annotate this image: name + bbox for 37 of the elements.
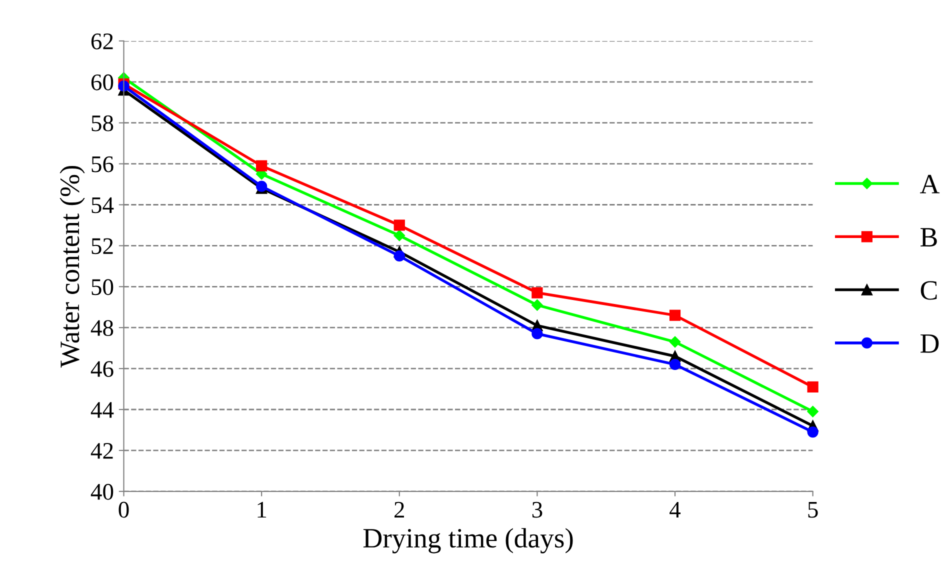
x-tick-label: 4 (670, 502, 681, 518)
point (807, 381, 818, 393)
point (669, 336, 681, 348)
y-tick-label: 42 (90, 443, 113, 459)
y-tick-label: 46 (90, 361, 114, 377)
point (394, 220, 405, 231)
legend-label: A (920, 174, 940, 194)
y-tick-label: 50 (92, 279, 114, 296)
y-tick-label: 40 (90, 484, 114, 500)
point (807, 406, 818, 418)
point (394, 250, 405, 262)
y-tick-label: 52 (92, 238, 113, 254)
y-tick-label: 48 (90, 320, 114, 336)
legend-label: B (920, 228, 937, 246)
x-axis-title: Drying time (days) (363, 528, 573, 554)
x-tick-label: 5 (808, 502, 818, 518)
y-tick-label: 60 (91, 74, 114, 90)
point (394, 230, 405, 242)
x-tick-label: 0 (118, 502, 129, 518)
point (532, 287, 543, 298)
y-tick-label: 54 (92, 197, 114, 214)
point (532, 328, 543, 340)
point (807, 426, 818, 438)
y-tick-label: 44 (90, 402, 114, 418)
y-tick-label: 62 (91, 34, 113, 50)
legend-label: D (920, 334, 939, 353)
point (532, 299, 543, 311)
x-tick-label: 3 (532, 502, 542, 518)
x-tick-label: 1 (258, 502, 266, 518)
y-tick-label: 56 (92, 156, 114, 172)
y-tick-label: 58 (92, 115, 114, 132)
x-tick-label: 2 (394, 502, 404, 518)
point (256, 160, 268, 172)
point (669, 310, 681, 321)
legend-label: C (920, 281, 937, 300)
point (669, 358, 681, 370)
y-axis-title: Water content (%) (60, 166, 85, 368)
